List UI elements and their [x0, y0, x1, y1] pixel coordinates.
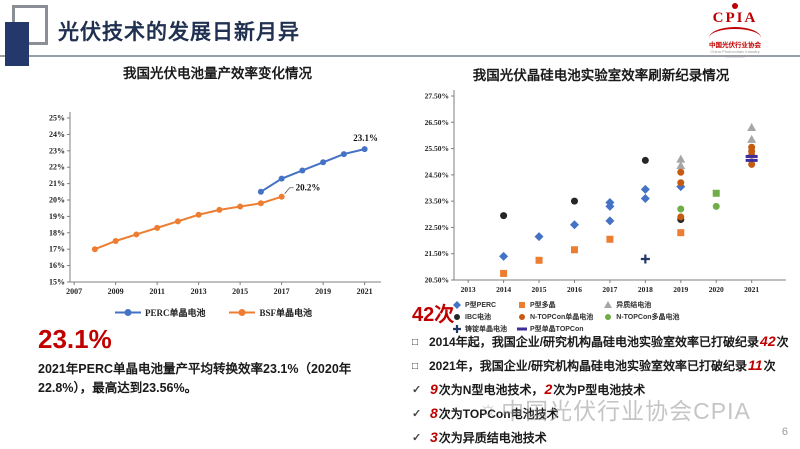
- svg-text:16%: 16%: [49, 261, 65, 270]
- svg-text:20.50%: 20.50%: [425, 276, 449, 285]
- svg-text:15%: 15%: [49, 278, 65, 287]
- svg-text:19%: 19%: [49, 212, 65, 221]
- cpia-org-name-en: China Photovoltaic Industry Association: [710, 49, 760, 59]
- svg-text:2013: 2013: [461, 285, 476, 294]
- scatter-chart-legend: P型PERC IBC电池铸锭单晶电池 P型多晶 N-TOPCon单晶电池 P型单晶TOP…: [452, 300, 680, 334]
- check-icon: ✓: [412, 432, 422, 444]
- legend-item: P型单晶TOPCon: [517, 324, 593, 334]
- svg-text:2011: 2011: [149, 287, 165, 296]
- bullet-text: 3次为异质结电池技术: [430, 429, 547, 446]
- svg-text:21.50%: 21.50%: [425, 249, 449, 258]
- svg-text:2009: 2009: [108, 287, 124, 296]
- svg-text:23%: 23%: [49, 146, 65, 155]
- svg-text:22%: 22%: [49, 163, 65, 172]
- legend-item: N-TOPCon单晶电池: [517, 312, 593, 322]
- legend-item: IBC电池: [452, 312, 507, 322]
- svg-text:2016: 2016: [567, 285, 582, 294]
- right-chart-title: 我国光伏晶硅电池实验室效率刷新纪录情况: [472, 68, 730, 83]
- bullet-text: 2014年起，我国企业/研究机构晶硅电池实验室效率已打破纪录42次: [429, 333, 789, 350]
- svg-text:2013: 2013: [191, 287, 207, 296]
- bullet-item: ✓ 3次为异质结电池技术: [412, 430, 797, 446]
- arch-icon: [709, 27, 761, 38]
- svg-text:23.1%: 23.1%: [353, 133, 378, 143]
- svg-text:2019: 2019: [673, 285, 688, 294]
- bullet-text: 8次为TOPCon电池技术: [430, 405, 559, 422]
- bullet-text: 2021年，我国企业/研究机构晶硅电池实验室效率已打破纪录11次: [429, 357, 776, 374]
- slide-title: 光伏技术的发展日新月异: [58, 21, 300, 44]
- svg-text:20.2%: 20.2%: [296, 183, 321, 193]
- svg-text:2017: 2017: [602, 285, 617, 294]
- square-bullet-icon: □: [412, 361, 419, 372]
- header-divider: [0, 55, 800, 57]
- svg-text:24.50%: 24.50%: [425, 170, 449, 179]
- svg-text:27.50%: 27.50%: [425, 92, 449, 101]
- check-icon: ✓: [412, 384, 422, 396]
- svg-text:2021: 2021: [357, 287, 373, 296]
- line-chart-legend: PERC单晶电池 BSF单晶电池: [36, 306, 391, 319]
- svg-text:21%: 21%: [49, 179, 65, 188]
- bullet-item: ✓ 8次为TOPCon电池技术: [412, 406, 797, 422]
- svg-text:23.50%: 23.50%: [425, 197, 449, 206]
- legend-item: P型PERC: [452, 300, 507, 310]
- check-icon: ✓: [412, 408, 422, 420]
- svg-text:22.50%: 22.50%: [425, 223, 449, 232]
- svg-text:24%: 24%: [49, 130, 65, 139]
- svg-text:2014: 2014: [496, 285, 511, 294]
- legend-item: 异质结电池: [603, 300, 679, 310]
- sun-icon: [732, 3, 738, 9]
- decorative-square-fill: [5, 22, 29, 66]
- svg-text:2017: 2017: [274, 287, 290, 296]
- mass-production-efficiency-chart: 15% 16% 17% 18% 19% 20% 21% 22% 23% 24% 25% 2007 200…: [49, 112, 381, 296]
- page-number: 6: [781, 426, 788, 438]
- cpia-org-name: 中国光伏行业协会: [709, 42, 761, 49]
- svg-text:18%: 18%: [49, 228, 65, 237]
- legend-item: PERC单晶电池: [114, 306, 205, 319]
- svg-text:2007: 2007: [66, 287, 82, 296]
- svg-text:17%: 17%: [49, 245, 65, 254]
- legend-item: P型多晶: [517, 300, 593, 310]
- legend-item: 铸锭单晶电池: [452, 324, 507, 334]
- svg-text:2019: 2019: [315, 287, 331, 296]
- cpia-acronym: CPIA: [712, 10, 758, 26]
- right-highlight-value: 42次: [412, 304, 455, 326]
- bullet-item: □ 2014年起，我国企业/研究机构晶硅电池实验室效率已打破纪录42次: [412, 334, 797, 350]
- bullet-item: ✓ 9次为N型电池技术，2次为P型电池技术: [412, 382, 797, 398]
- legend-item: BSF单晶电池: [229, 306, 312, 319]
- svg-text:25%: 25%: [49, 114, 65, 123]
- bullet-list: □ 2014年起，我国企业/研究机构晶硅电池实验室效率已打破纪录42次 □ 2021年…: [412, 334, 797, 449]
- legend-item: N-TOPCon多晶电池: [603, 312, 680, 322]
- svg-text:2015: 2015: [532, 285, 547, 294]
- bullet-item: □ 2021年，我国企业/研究机构晶硅电池实验室效率已打破纪录11次: [412, 358, 797, 374]
- svg-text:2021: 2021: [744, 285, 759, 294]
- svg-text:2015: 2015: [232, 287, 248, 296]
- svg-text:2020: 2020: [709, 285, 724, 294]
- lab-efficiency-record-chart: 20.50% 21.50% 22.50% 23.50% 24.50% 25.50% 26.5…: [425, 90, 786, 294]
- cpia-logo: CPIA 中国光伏行业协会 China Photovoltaic Industr…: [696, 3, 774, 59]
- svg-text:2018: 2018: [638, 285, 653, 294]
- svg-text:25.50%: 25.50%: [425, 144, 449, 153]
- bullet-text: 9次为N型电池技术，2次为P型电池技术: [430, 381, 646, 398]
- left-chart-title: 我国光伏电池量产效率变化情况: [123, 66, 312, 81]
- svg-text:20%: 20%: [49, 196, 65, 205]
- svg-text:26.50%: 26.50%: [425, 118, 449, 127]
- left-highlight-value: 23.1%: [38, 324, 112, 354]
- square-bullet-icon: □: [412, 337, 419, 348]
- left-caption: 2021年PERC单晶电池量产平均转换效率23.1%（2020年22.8%），最…: [38, 362, 352, 396]
